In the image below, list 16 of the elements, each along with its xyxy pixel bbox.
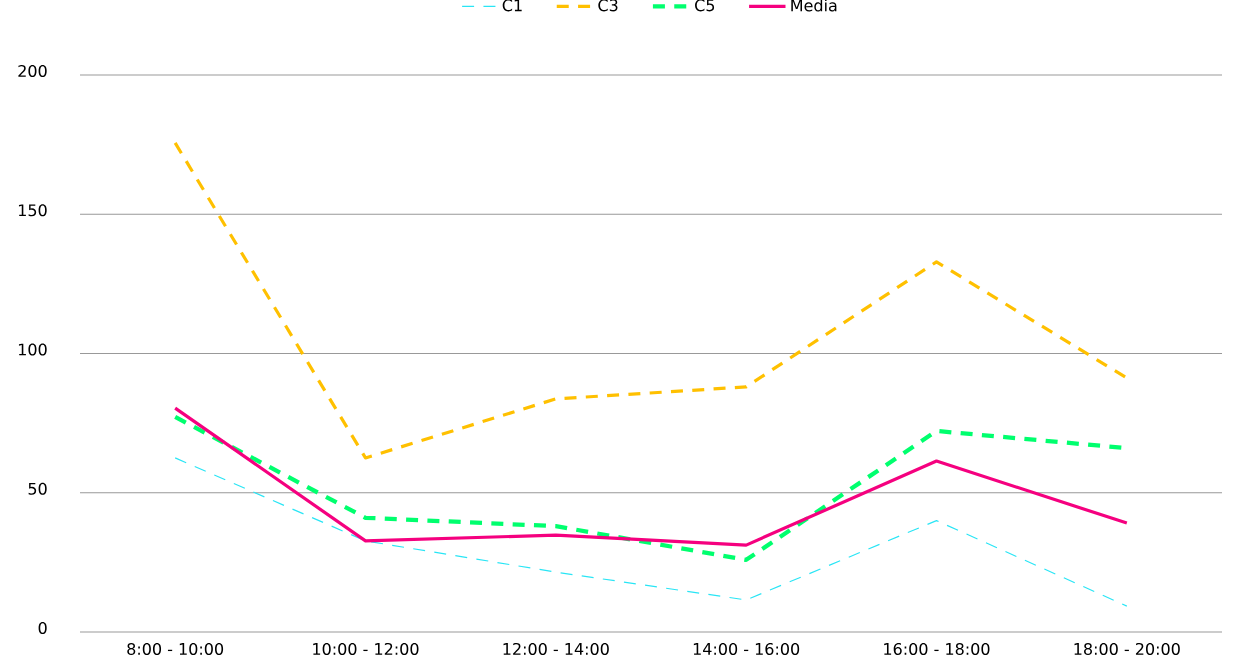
x-tick-label: 8:00 - 10:00 [127, 642, 224, 656]
legend-label: C5 [695, 0, 715, 12]
x-tick-label: 10:00 - 12:00 [313, 642, 419, 656]
legend-label: Media [791, 0, 837, 12]
y-tick-label: 100 [18, 343, 47, 356]
x-tick-label: 18:00 - 20:00 [1074, 642, 1180, 656]
y-tick-label: 200 [18, 64, 47, 78]
legend-label: C3 [598, 0, 618, 12]
x-tick-label: 16:00 - 18:00 [884, 642, 990, 656]
y-tick-label: 150 [18, 204, 47, 217]
y-tick-label: 50 [28, 482, 47, 495]
line-series [173, 141, 1129, 460]
x-tick-label: 14:00 - 16:00 [693, 642, 800, 656]
legend-label: C1 [502, 0, 522, 12]
y-tick-label: 0 [38, 621, 47, 635]
x-tick-label: 12:00 - 14:00 [503, 642, 609, 656]
